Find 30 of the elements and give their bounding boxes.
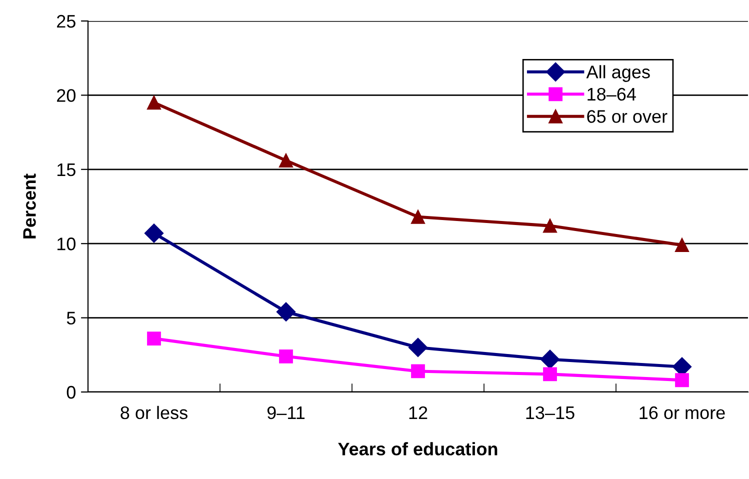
- x-axis-title: Years of education: [338, 442, 498, 456]
- point: [543, 367, 557, 382]
- point: [147, 332, 161, 346]
- point: [279, 154, 293, 168]
- x-tick-label: 16 or more: [640, 406, 725, 420]
- y-tick-label: 5: [66, 312, 76, 325]
- x-tick-label: 13–15: [526, 406, 574, 420]
- y-tick-label: 25: [57, 14, 76, 28]
- y-axis-title: Percent: [23, 174, 36, 238]
- y-tick-label: 20: [57, 89, 76, 102]
- point: [543, 218, 557, 233]
- point: [144, 224, 164, 243]
- legend-label: 65 or over: [587, 110, 668, 123]
- legend-label: 18–64: [588, 88, 636, 101]
- point: [408, 338, 428, 358]
- legend-label: All ages: [586, 65, 650, 82]
- y-tick-label: 15: [57, 164, 76, 176]
- y-tick-label: 10: [57, 238, 76, 250]
- x-tick-label: 12: [409, 406, 428, 419]
- point: [411, 210, 425, 224]
- point: [276, 302, 296, 322]
- point: [147, 96, 161, 110]
- point: [411, 364, 425, 378]
- point: [675, 238, 689, 252]
- point: [540, 350, 560, 369]
- point: [279, 349, 293, 364]
- point: [675, 373, 689, 388]
- y-tick-label: 0: [66, 386, 76, 399]
- x-tick-label: 8 or less: [120, 406, 188, 420]
- x-tick-label: 9–11: [267, 406, 305, 420]
